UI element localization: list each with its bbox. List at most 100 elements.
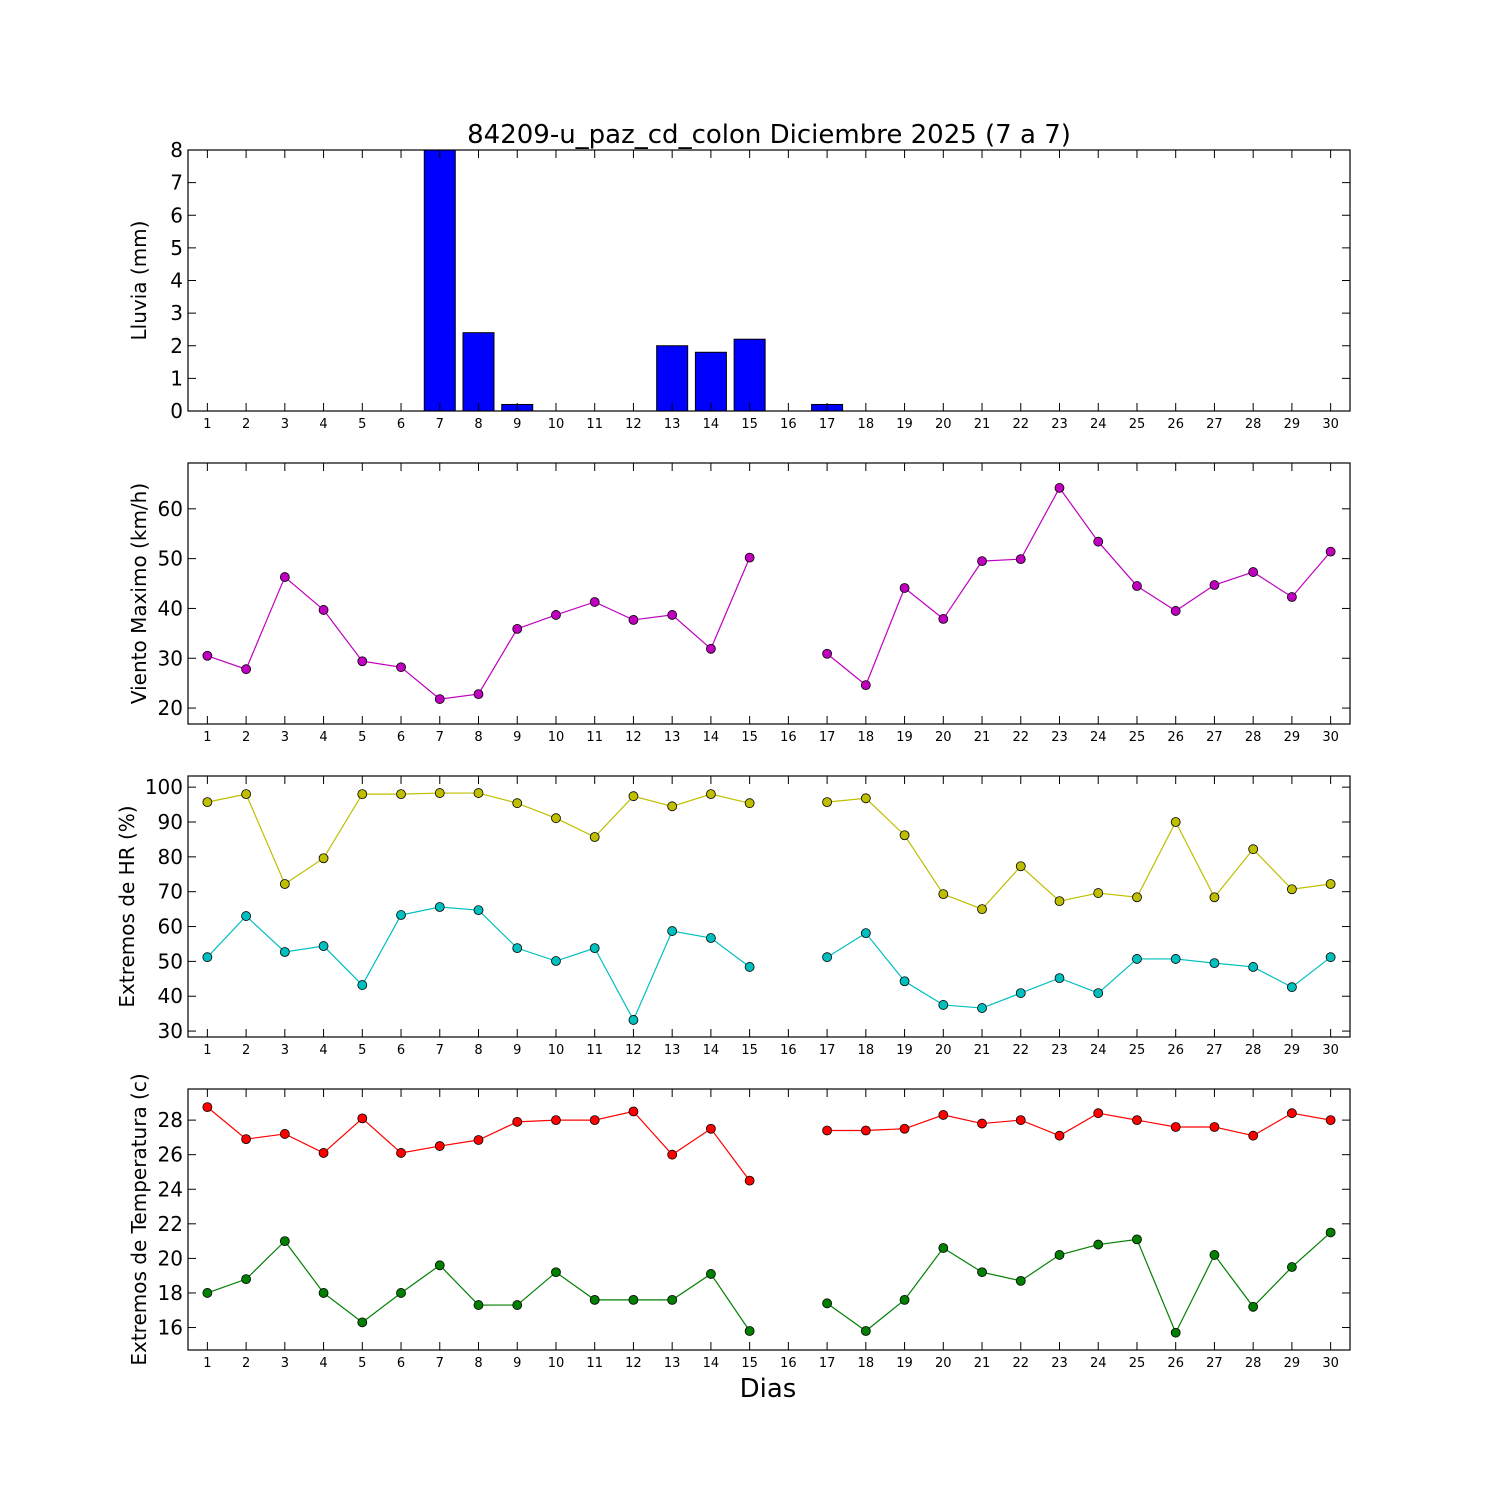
data-point-day-29 [1287, 1108, 1297, 1119]
x-tick-label: 7 [436, 1043, 444, 1058]
data-point-day-8 [473, 905, 484, 916]
bar-day-7 [423, 149, 456, 412]
x-tick-label: 24 [1090, 1043, 1107, 1058]
series-line-2-segment-1 [206, 906, 750, 1022]
data-point-day-1 [202, 650, 213, 661]
x-tick-label: 22 [1012, 1043, 1029, 1058]
data-point-day-25 [1132, 1234, 1142, 1245]
y-tick-label: 20 [158, 1246, 183, 1270]
y-axis-label: Extremos de HR (%) [115, 805, 139, 1007]
data-point-day-19 [899, 583, 910, 593]
x-tick-label: 28 [1245, 730, 1262, 745]
x-tick-label: 17 [819, 730, 836, 745]
x-tick-label: 18 [858, 1356, 875, 1371]
data-point-day-11 [589, 832, 600, 842]
x-tick-label: 20 [935, 1043, 952, 1058]
x-tick-label: 15 [741, 1356, 758, 1371]
x-tick-label: 6 [397, 1356, 405, 1371]
y-tick-label: 6 [170, 203, 183, 227]
y-tick-label: 60 [158, 497, 183, 521]
x-tick-label: 23 [1051, 1043, 1068, 1058]
data-point-day-26 [1170, 606, 1181, 616]
x-tick-label: 16 [780, 730, 797, 745]
x-tick-label: 9 [513, 730, 521, 745]
data-point-day-3 [279, 1129, 290, 1139]
y-tick-label: 40 [158, 984, 183, 1008]
x-tick-label: 27 [1206, 1043, 1223, 1058]
data-point-day-25 [1132, 1115, 1142, 1126]
x-tick-label: 2 [242, 417, 250, 432]
data-point-day-27 [1209, 580, 1220, 590]
data-point-day-3 [279, 947, 290, 957]
x-tick-label: 23 [1051, 417, 1068, 432]
x-tick-label: 23 [1051, 730, 1068, 745]
data-point-day-15 [744, 1326, 755, 1336]
x-tick-label: 27 [1206, 417, 1223, 432]
x-tick-label: 7 [436, 730, 444, 745]
x-tick-label: 27 [1206, 1356, 1223, 1371]
x-tick-label: 25 [1129, 1356, 1146, 1371]
x-tick-label: 6 [397, 417, 405, 432]
x-tick-label: 24 [1090, 1356, 1107, 1371]
data-point-day-17 [822, 1125, 832, 1136]
data-point-day-24 [1093, 988, 1104, 998]
data-point-day-11 [589, 1115, 600, 1126]
data-point-day-18 [860, 1326, 871, 1336]
data-point-day-18 [860, 793, 871, 804]
y-tick-label: 3 [170, 301, 183, 325]
x-tick-label: 17 [819, 417, 836, 432]
y-tick-label: 2 [170, 334, 183, 358]
data-point-day-3 [279, 1236, 290, 1247]
data-point-day-4 [318, 605, 329, 615]
x-tick-label: 17 [819, 1356, 836, 1371]
x-tick-label: 18 [858, 730, 875, 745]
data-point-day-30 [1325, 879, 1336, 889]
data-point-day-3 [279, 879, 290, 889]
series-line-2-segment-2 [826, 932, 1332, 1009]
x-tick-label: 28 [1245, 417, 1262, 432]
data-point-day-26 [1170, 954, 1181, 964]
y-axis-label: Extremos de Temperatura (c) [127, 1073, 151, 1365]
x-tick-label: 2 [242, 730, 250, 745]
data-point-day-19 [899, 976, 910, 987]
data-point-day-20 [938, 614, 949, 624]
data-point-day-7 [434, 1141, 445, 1151]
data-point-day-30 [1325, 546, 1336, 557]
data-point-day-21 [977, 1003, 987, 1013]
x-tick-label: 13 [664, 1043, 681, 1058]
data-point-day-30 [1325, 1227, 1336, 1238]
series-line-1-segment-2 [827, 1112, 1331, 1137]
y-tick-label: 18 [158, 1281, 183, 1305]
x-tick-label: 30 [1322, 1043, 1339, 1058]
data-point-day-23 [1054, 1250, 1065, 1260]
y-tick-label: 50 [158, 547, 183, 571]
data-point-day-26 [1170, 817, 1181, 827]
data-point-day-13 [667, 610, 678, 620]
data-point-day-8 [473, 1135, 484, 1145]
data-point-day-25 [1132, 892, 1142, 903]
x-tick-label: 23 [1051, 1356, 1068, 1371]
data-point-day-18 [860, 928, 871, 939]
data-point-day-12 [628, 1106, 639, 1117]
chart-title: 84209-u_paz_cd_colon Diciembre 2025 (7 a… [467, 120, 1071, 150]
y-tick-label: 8 [170, 138, 183, 162]
data-point-day-21 [977, 904, 987, 915]
y-tick-label: 26 [158, 1143, 183, 1167]
data-point-day-14 [706, 643, 716, 654]
data-point-day-9 [512, 798, 523, 809]
data-point-day-14 [706, 1269, 716, 1279]
x-tick-label: 21 [974, 730, 991, 745]
x-tick-label: 26 [1167, 1043, 1184, 1058]
data-point-day-6 [396, 789, 406, 800]
data-point-day-8 [473, 1300, 484, 1310]
y-tick-label: 60 [158, 915, 183, 939]
x-tick-label: 28 [1245, 1356, 1262, 1371]
data-point-day-29 [1287, 884, 1297, 895]
x-tick-label: 18 [858, 1043, 875, 1058]
data-point-day-27 [1209, 1122, 1220, 1132]
data-point-day-22 [1015, 1275, 1026, 1286]
x-tick-label: 20 [935, 417, 952, 432]
